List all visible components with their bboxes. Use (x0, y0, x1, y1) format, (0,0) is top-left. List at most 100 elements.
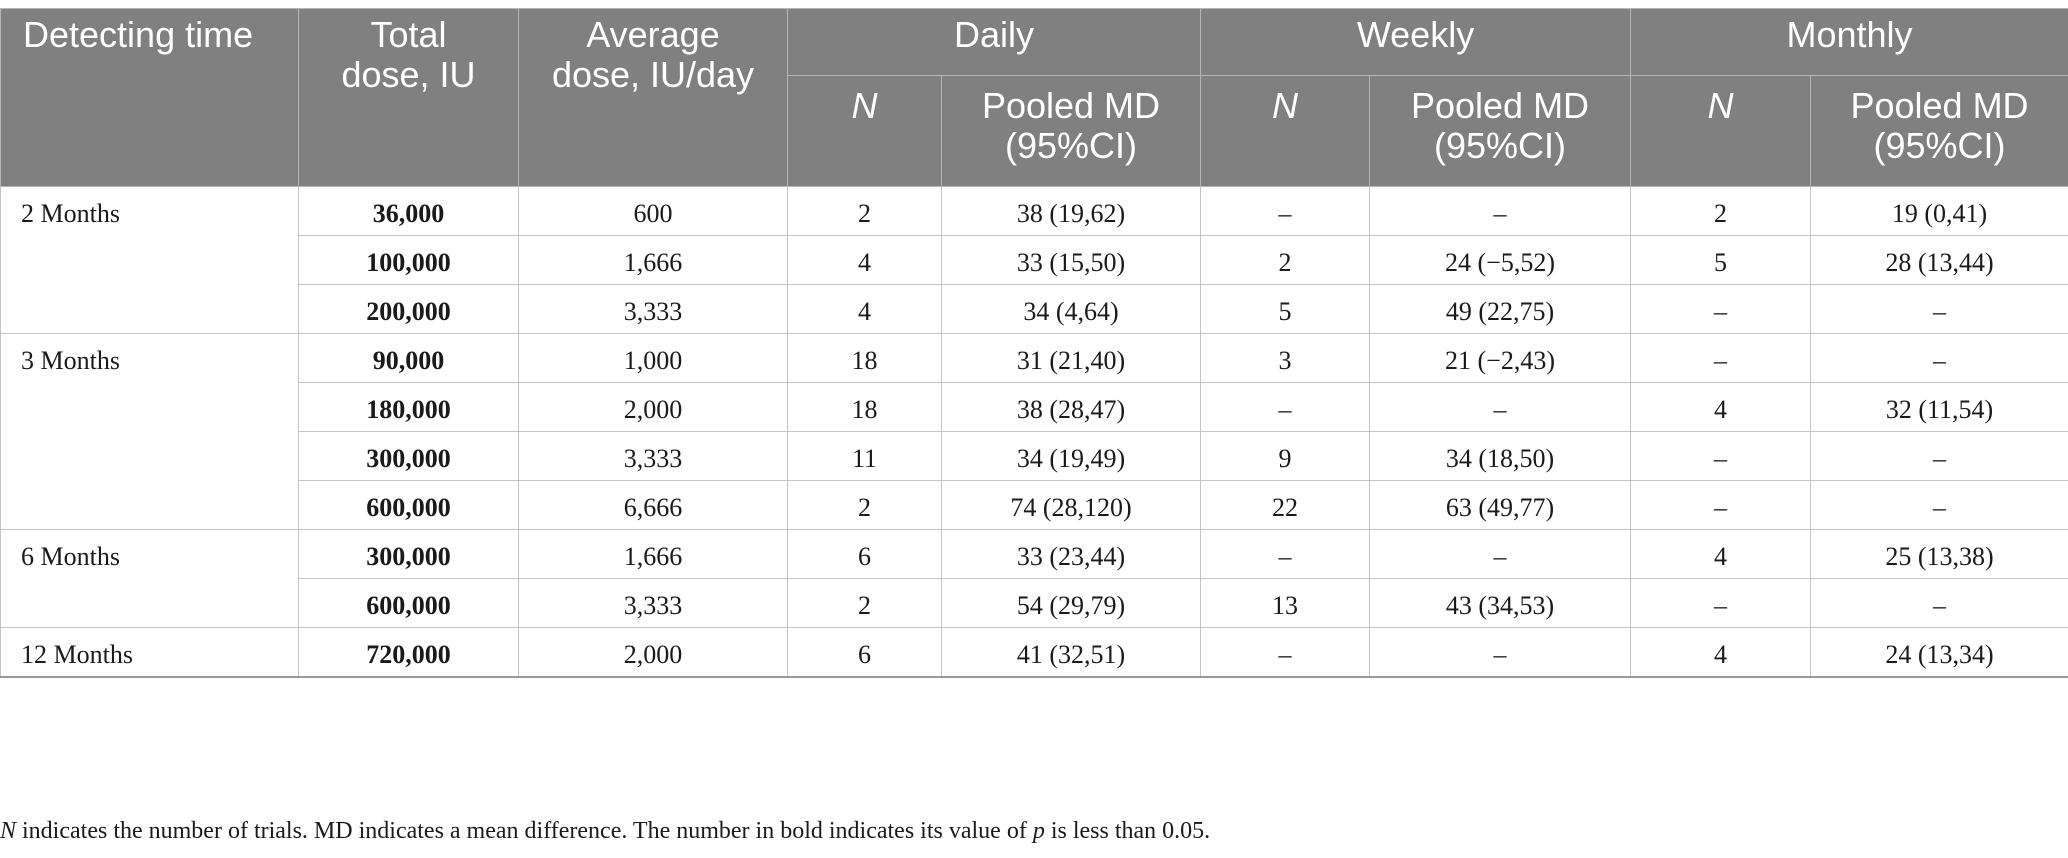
average-dose-cell: 3,333 (518, 284, 788, 334)
monthly-n-cell: 5 (1630, 235, 1812, 285)
daily-pooled-md-cell: 34 (19,49) (940, 431, 1202, 481)
header-daily: Daily (786, 8, 1202, 76)
average-dose-cell: 3,333 (518, 431, 788, 481)
detecting-time-cell: 6 Months (0, 529, 299, 628)
detecting-time-cell: 12 Months (0, 627, 299, 678)
average-dose-cell: 600 (518, 186, 788, 236)
total-dose-cell: 600,000 (298, 578, 519, 628)
monthly-n-cell: – (1630, 284, 1812, 334)
weekly-n-cell: – (1200, 627, 1371, 678)
monthly-pooled-md-cell: – (1810, 578, 2068, 628)
average-dose-cell: 6,666 (518, 480, 788, 530)
table-row: 200,000 3,333 4 34 (4,64) 5 49 (22,75) – – (1, 284, 2068, 334)
total-dose-cell: 300,000 (298, 431, 519, 481)
table-row: 12 Months 720,000 2,000 6 41 (32,51) – –4 24 (1… (0, 627, 2068, 678)
monthly-pooled-md-cell: – (1810, 333, 2068, 383)
detecting-time-cell: 2 Months (0, 186, 299, 334)
table-row: 600,000 6,666 2 74 (28,120) 22 63 (49,77) – – (1, 480, 2068, 530)
daily-pooled-md-cell: 38 (19,62) (940, 186, 1202, 236)
monthly-n-cell: 4 (1630, 529, 1812, 579)
table-footnote: N indicates the number of trials. MD ind… (0, 818, 1210, 845)
header-monthly: Monthly (1630, 8, 2068, 76)
header-weekly-n: N (1200, 75, 1371, 187)
weekly-n-cell: – (1200, 529, 1371, 579)
weekly-pooled-md-cell: 21 (−2,43) (1369, 333, 1632, 383)
daily-pooled-md-cell: 38 (28,47) (940, 382, 1202, 432)
footnote-text-1: indicates the number of trials. MD indic… (16, 818, 1033, 844)
weekly-pooled-md-cell: 49 (22,75) (1369, 284, 1632, 334)
weekly-n-cell: 13 (1200, 578, 1371, 628)
header-detecting-time: Detecting time (0, 8, 299, 187)
weekly-n-cell: 3 (1200, 333, 1371, 383)
monthly-pooled-md-cell: 24 (13,34) (1810, 627, 2068, 678)
total-dose-cell: 90,000 (298, 333, 519, 383)
total-dose-cell: 180,000 (298, 382, 519, 432)
table-header: Detecting time Total dose, IU Average dose… (0, 8, 2068, 187)
header-monthly-n: N (1630, 75, 1812, 187)
monthly-pooled-md-cell: – (1810, 480, 2068, 530)
daily-n-cell: 2 (787, 578, 942, 628)
daily-n-cell: 11 (787, 431, 942, 481)
weekly-n-cell: 2 (1200, 235, 1371, 285)
daily-pooled-md-cell: 34 (4,64) (940, 284, 1202, 334)
total-dose-cell: 100,000 (298, 235, 519, 285)
weekly-pooled-md-cell: 43 (34,53) (1369, 578, 1632, 628)
table-body: 2 Months 36,000 600 2 38 (19,62) – –2 19 (0,41)… (0, 186, 2068, 678)
daily-n-cell: 6 (787, 529, 942, 579)
monthly-n-cell: – (1630, 480, 1812, 530)
average-dose-cell: 2,000 (518, 627, 788, 678)
monthly-pooled-md-cell: – (1810, 431, 2068, 481)
weekly-pooled-md-cell: – (1369, 529, 1632, 579)
total-dose-cell: 200,000 (298, 284, 519, 334)
header-weekly-pooled-md: Pooled MD (95%CI) (1369, 75, 1632, 187)
monthly-pooled-md-cell: 19 (0,41) (1810, 186, 2068, 236)
weekly-pooled-md-cell: 34 (18,50) (1369, 431, 1632, 481)
results-table: Detecting time Total dose, IU Average dose… (0, 8, 2068, 678)
table-row: 2 Months 36,000 600 2 38 (19,62) – –2 19 (0,41) (0, 186, 2068, 334)
monthly-n-cell: 2 (1630, 186, 1812, 236)
daily-pooled-md-cell: 31 (21,40) (940, 333, 1202, 383)
weekly-pooled-md-cell: – (1369, 627, 1632, 678)
daily-pooled-md-cell: 74 (28,120) (940, 480, 1202, 530)
footnote-n-symbol: N (0, 818, 17, 844)
table-row: 3 Months 90,000 1,000 18 31 (21,40) 3 21 (−2,4… (0, 333, 2068, 530)
average-dose-cell: 2,000 (518, 382, 788, 432)
average-dose-cell: 1,000 (518, 333, 788, 383)
monthly-n-cell: – (1630, 578, 1812, 628)
detecting-time-cell: 3 Months (0, 333, 299, 530)
monthly-pooled-md-cell: 32 (11,54) (1810, 382, 2068, 432)
monthly-n-cell: – (1630, 431, 1812, 481)
average-dose-cell: 1,666 (518, 529, 788, 579)
daily-n-cell: 18 (787, 382, 942, 432)
table-row: 6 Months 300,000 1,666 6 33 (23,44) – –4 25 (13… (0, 529, 2068, 628)
daily-pooled-md-cell: 33 (23,44) (940, 529, 1202, 579)
total-dose-cell: 36,000 (298, 186, 519, 236)
header-total-dose: Total dose, IU (298, 8, 519, 187)
weekly-n-cell: 22 (1200, 480, 1371, 530)
daily-n-cell: 2 (787, 186, 942, 236)
daily-pooled-md-cell: 54 (29,79) (940, 578, 1202, 628)
weekly-n-cell: – (1200, 186, 1371, 236)
daily-n-cell: 4 (787, 284, 942, 334)
monthly-pooled-md-cell: – (1810, 284, 2068, 334)
header-daily-pooled-md: Pooled MD (95%CI) (940, 75, 1202, 187)
total-dose-cell: 720,000 (298, 627, 519, 678)
average-dose-cell: 1,666 (518, 235, 788, 285)
table-row: 180,000 2,000 18 38 (28,47) – –4 32 (11,54) (1, 382, 2068, 432)
weekly-pooled-md-cell: 24 (−5,52) (1369, 235, 1632, 285)
table-row: 600,000 3,333 2 54 (29,79) 13 43 (34,53) – – (1, 578, 2068, 628)
footnote-p-symbol: p (1032, 818, 1045, 844)
weekly-pooled-md-cell: 63 (49,77) (1369, 480, 1632, 530)
monthly-n-cell: 4 (1630, 382, 1812, 432)
daily-n-cell: 18 (787, 333, 942, 383)
weekly-pooled-md-cell: – (1369, 186, 1632, 236)
average-dose-cell: 3,333 (518, 578, 788, 628)
weekly-n-cell: – (1200, 382, 1371, 432)
header-average-dose: Average dose, IU/day (518, 8, 788, 187)
daily-pooled-md-cell: 33 (15,50) (940, 235, 1202, 285)
total-dose-cell: 300,000 (298, 529, 519, 579)
daily-n-cell: 2 (787, 480, 942, 530)
footnote-text-2: is less than 0.05. (1044, 818, 1211, 844)
weekly-n-cell: 9 (1200, 431, 1371, 481)
header-weekly: Weekly (1200, 8, 1632, 76)
